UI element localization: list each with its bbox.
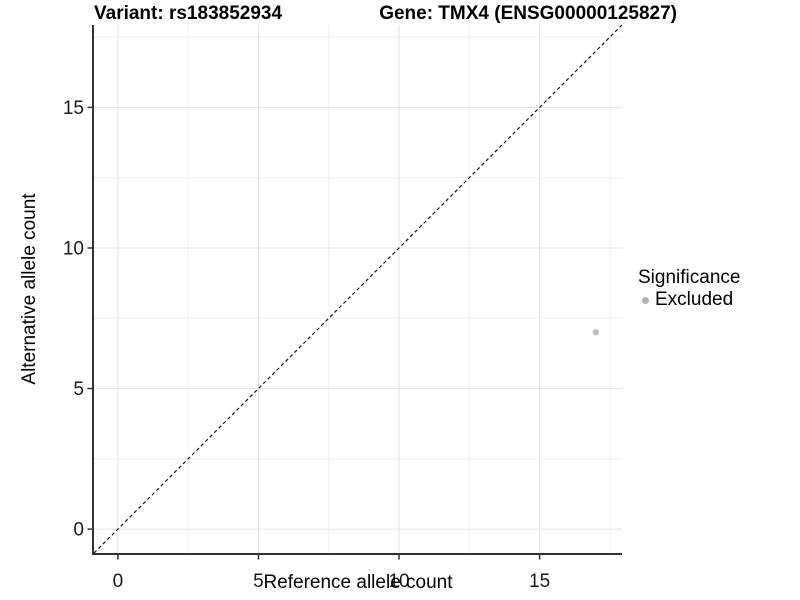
x-axis-label: Reference allele count — [263, 572, 453, 593]
data-point — [592, 329, 600, 336]
x-tick-label: 5 — [253, 571, 264, 592]
y-tick-label: 15 — [63, 98, 84, 119]
plot-title-row: Variant: rs183852934 Gene: TMX4 (ENSG000… — [94, 3, 677, 24]
identity-line — [93, 24, 623, 554]
gene-title: Gene: TMX4 (ENSG00000125827) — [379, 3, 677, 24]
x-tick-label: 0 — [113, 571, 124, 592]
legend: Significance Excluded — [638, 266, 740, 311]
variant-title: Variant: rs183852934 — [94, 3, 283, 24]
y-axis-label: Alternative allele count — [19, 193, 40, 385]
x-tick-label: 15 — [529, 571, 550, 592]
x-tick-label: 10 — [388, 571, 409, 592]
legend-point-marker — [642, 296, 649, 304]
y-tick-label: 0 — [73, 520, 84, 541]
legend-item-label: Excluded — [655, 289, 734, 310]
legend-title: Significance — [638, 267, 741, 288]
y-tick-label: 10 — [63, 238, 84, 259]
legend-item-excluded: Excluded — [638, 289, 740, 311]
y-tick-label: 5 — [73, 379, 84, 400]
